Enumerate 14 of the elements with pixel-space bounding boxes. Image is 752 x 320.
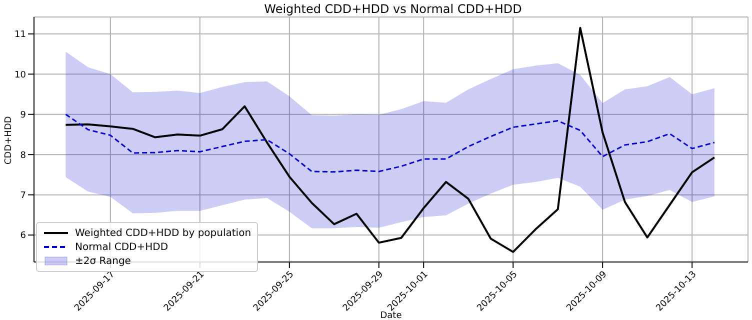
legend-label: Normal CDD+HDD	[75, 242, 168, 252]
line-series	[64, 26, 716, 253]
y-tick-label: 11	[14, 30, 26, 40]
x-axis-title: Date	[380, 311, 402, 320]
y-axis-title: CDD+HDD	[4, 116, 14, 164]
annotation: ±2σ Range	[75, 256, 131, 266]
y-tick-label: 7	[20, 191, 26, 202]
y-tick-label: 6	[20, 231, 26, 242]
legend-label: Weighted CDD+HDD by population	[75, 228, 252, 238]
line-series	[64, 114, 716, 173]
y-tick-label: 8	[20, 150, 26, 161]
y-tick-label: 9	[20, 110, 26, 121]
y-tick-label: 10	[14, 70, 26, 80]
chart-title: Weighted CDD+HDD vs Normal CDD+HDD	[263, 2, 523, 16]
